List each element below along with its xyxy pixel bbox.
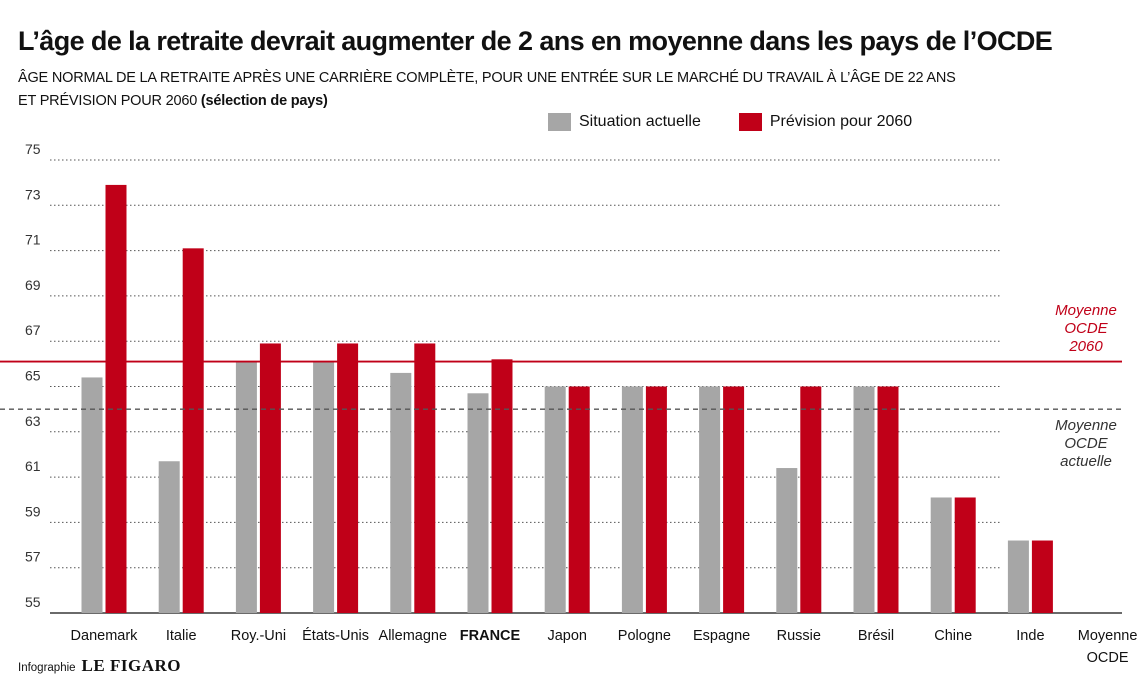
subtitle-line-2-main: ET PRÉVISION POUR 2060 [18, 93, 201, 109]
bar-2060-japon [568, 386, 590, 613]
bar-current--tats-unis [313, 361, 335, 613]
x-tick-label-japon: Japon [547, 628, 587, 644]
x-tick-label-allemagne: Allemagne [379, 628, 448, 644]
oecd-2060-average-label: Moyenne OCDE 2060 [1055, 302, 1117, 355]
bar-2060-pologne [645, 386, 667, 613]
subtitle-line-2-bold: (sélection de pays) [200, 93, 328, 109]
legend-swatch-2060 [738, 113, 762, 131]
x-tick-label--tats-unis: États-Unis [302, 627, 369, 644]
brand-logo: LE FIGARO [81, 656, 181, 675]
bar-current-danemark [81, 377, 103, 613]
x-tick-label-roy-uni: Roy.-Uni [231, 628, 286, 644]
bar-2060-inde [1031, 540, 1053, 613]
bar-2060-roy-uni [259, 343, 281, 613]
bar-current-allemagne [390, 372, 412, 613]
y-tick-label-59: 59 [25, 503, 41, 519]
bar-2060--tats-unis [337, 343, 359, 613]
x-tick-label-moyenne-ocde: Moyenne OCDE [1078, 628, 1138, 666]
y-tick-label-69: 69 [25, 277, 41, 293]
y-tick-label-55: 55 [25, 594, 41, 610]
x-tick-label-br-sil: Brésil [858, 628, 894, 644]
x-tick-label-italie: Italie [166, 628, 197, 644]
bar-2060-france [491, 359, 513, 613]
legend-label-2060: Prévision pour 2060 [769, 113, 913, 130]
bar-current-roy-uni [235, 361, 257, 613]
bar-current-japon [544, 386, 566, 613]
x-tick-label-espagne: Espagne [693, 628, 750, 644]
legend-item-2060: Prévision pour 2060 [738, 113, 913, 131]
chart-subtitle: ÂGE NORMAL DE LA RETRAITE APRÈS UNE CARR… [18, 67, 956, 113]
footer: Infographie LE FIGARO [18, 656, 181, 676]
x-tick-label-inde: Inde [1016, 628, 1044, 644]
y-tick-label-61: 61 [25, 458, 41, 474]
bar-2060-russie [800, 386, 822, 613]
y-tick-label-65: 65 [25, 368, 41, 384]
bar-current-italie [158, 461, 180, 613]
y-tick-label-73: 73 [25, 186, 41, 202]
y-tick-label-71: 71 [25, 232, 41, 248]
bar-2060-italie [182, 248, 204, 613]
bar-current-russie [776, 468, 798, 613]
bar-2060-allemagne [414, 343, 436, 613]
legend-item-current: Situation actuelle [548, 113, 701, 131]
bar-2060-espagne [723, 386, 745, 613]
bar-2060-chine [954, 497, 976, 613]
x-tick-label-france: FRANCE [460, 628, 521, 644]
bar-current-france [467, 393, 489, 613]
bar-current-chine [930, 497, 952, 613]
bar-2060-danemark [105, 184, 127, 614]
y-tick-label-57: 57 [25, 549, 41, 565]
legend-label-current: Situation actuelle [579, 113, 701, 130]
y-tick-label-67: 67 [25, 322, 41, 338]
x-tick-label-pologne: Pologne [618, 628, 671, 644]
y-tick-label-63: 63 [25, 413, 41, 429]
bar-current-pologne [621, 386, 643, 613]
credit-text: Infographie [18, 662, 76, 674]
x-tick-label-russie: Russie [777, 628, 821, 644]
chart-legend: Situation actuelle Prévision pour 2060 [548, 113, 950, 131]
subtitle-line-1: ÂGE NORMAL DE LA RETRAITE APRÈS UNE CARR… [18, 70, 956, 86]
legend-swatch-current [548, 113, 571, 131]
oecd-current-average-label: Moyenne OCDE actuelle [1055, 417, 1117, 470]
bar-current-br-sil [853, 386, 875, 613]
bar-2060-br-sil [877, 386, 899, 613]
bar-current-espagne [699, 386, 721, 613]
bar-current-inde [1007, 540, 1029, 613]
x-tick-label-chine: Chine [934, 628, 972, 644]
subtitle-line-2: ET PRÉVISION POUR 2060 (sélection de pay… [18, 90, 956, 113]
x-tick-label-danemark: Danemark [71, 628, 139, 644]
y-tick-label-75: 75 [25, 141, 41, 157]
chart-title: L’âge de la retraite devrait augmenter d… [18, 26, 1053, 56]
